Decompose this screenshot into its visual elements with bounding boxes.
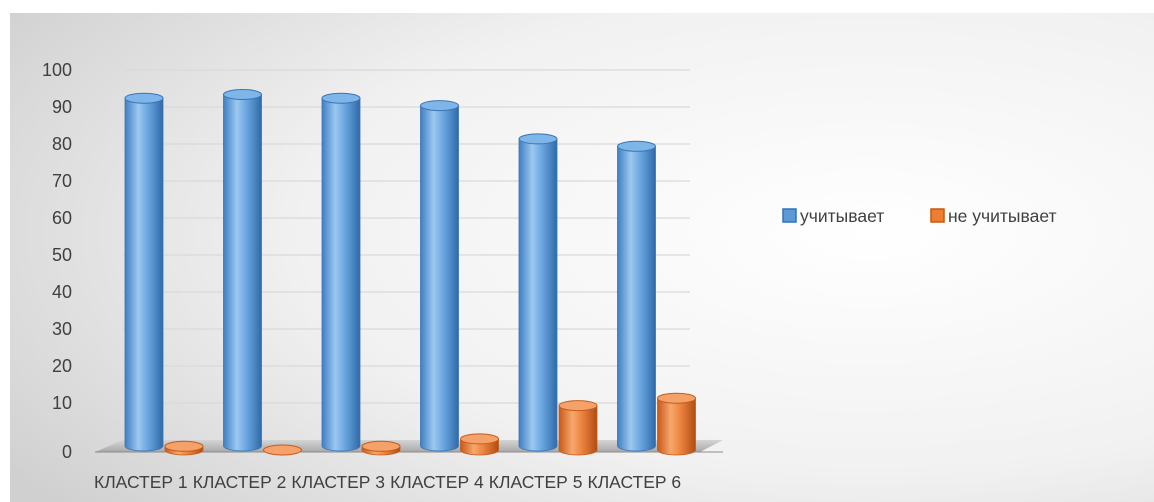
- bar-top: [361, 440, 401, 452]
- bar: [263, 444, 302, 456]
- y-tick-label: 50: [52, 245, 72, 265]
- y-tick-label: 40: [52, 282, 72, 302]
- bar: [518, 133, 558, 452]
- x-tick-label: КЛАСТЕР 5: [489, 472, 583, 492]
- bar: [420, 100, 459, 452]
- bar-top: [617, 140, 656, 152]
- y-tick-label: 30: [52, 319, 72, 339]
- y-tick-label: 0: [62, 442, 72, 462]
- bar-top: [657, 392, 696, 404]
- legend-swatch: [930, 208, 945, 223]
- bar-top: [558, 400, 598, 412]
- bar-body: [124, 97, 164, 452]
- x-tick-label: КЛАСТЕР 3: [291, 472, 385, 492]
- x-tick-label: КЛАСТЕР 4: [390, 472, 484, 492]
- y-tick-label: 70: [52, 171, 72, 191]
- y-tick-label: 60: [52, 208, 72, 228]
- bar-top: [518, 133, 558, 145]
- bar-body: [558, 405, 598, 456]
- bar-top: [263, 444, 302, 456]
- x-tick-label: КЛАСТЕР 2: [193, 472, 287, 492]
- bars: [124, 89, 696, 456]
- y-axis-ticks: 0 10 20 30 40 50 60 70 80 90 100: [42, 60, 72, 462]
- bar-body: [617, 145, 656, 452]
- x-axis-ticks: КЛАСТЕР 1 КЛАСТЕР 2 КЛАСТЕР 3 КЛАСТЕР 4 КЛАС…: [94, 472, 681, 492]
- bar: [361, 440, 401, 456]
- bar: [617, 140, 656, 452]
- y-tick-label: 100: [42, 60, 72, 80]
- legend-label: учитывает: [800, 206, 884, 226]
- y-tick-label: 20: [52, 356, 72, 376]
- bar-top: [460, 433, 499, 445]
- bar: [124, 92, 164, 452]
- bar: [657, 392, 696, 456]
- bar-top: [321, 92, 361, 104]
- bar-top: [164, 440, 204, 452]
- y-tick-label: 10: [52, 393, 72, 413]
- x-tick-label: КЛАСТЕР 6: [588, 472, 682, 492]
- bar-top: [124, 92, 164, 104]
- y-tick-label: 80: [52, 134, 72, 154]
- bar: [223, 89, 262, 452]
- bar-body: [420, 105, 459, 452]
- bar-top: [420, 100, 459, 112]
- y-tick-label: 90: [52, 97, 72, 117]
- bar: [164, 440, 204, 456]
- legend-label: не учитывает: [948, 206, 1057, 226]
- bar-top: [223, 89, 262, 100]
- chart-frame: 0 10 20 30 40 50 60 70 80 90 100 КЛАСТЕР 1 КЛАСТЕР …: [10, 13, 1154, 502]
- legend: учитывает не учитывает: [782, 206, 1057, 226]
- bar: [321, 92, 361, 452]
- bar: [558, 400, 598, 456]
- bar: [460, 433, 499, 456]
- bar-body: [657, 397, 696, 456]
- bar-body: [321, 97, 361, 452]
- x-tick-label: КЛАСТЕР 1: [94, 472, 188, 492]
- bar-body: [518, 138, 558, 452]
- bar-body: [223, 94, 262, 452]
- gridlines: [123, 69, 690, 404]
- legend-swatch: [782, 208, 797, 223]
